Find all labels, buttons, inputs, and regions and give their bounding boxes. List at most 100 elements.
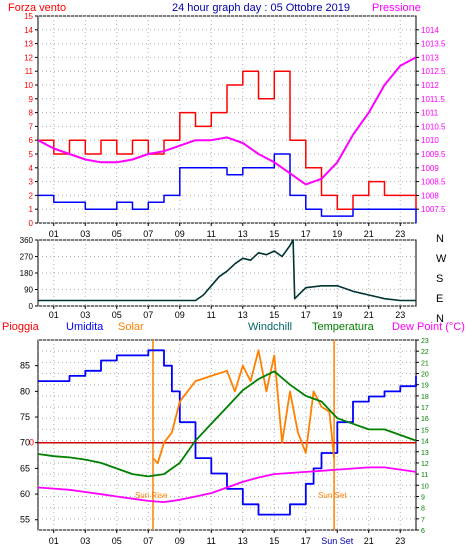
pressure-tick-label: 1012 <box>421 81 439 90</box>
x-tick-label: 07 <box>143 310 153 320</box>
pressure-tick-label: 1013 <box>421 53 439 62</box>
x-tick-label: 23 <box>395 536 405 546</box>
series-line-4 <box>37 466 417 504</box>
wind-direction-grid <box>38 239 416 307</box>
series-line-2 <box>152 349 335 465</box>
sun-marker-label: Sun Set <box>318 491 347 500</box>
temperature-humidity-panel: Sun Rise Sun Set 55 60 65 70 75 80 85 6 7 8 9 10 11 12… <box>20 338 429 546</box>
pressure-tick-label: 1014 <box>421 26 439 35</box>
compass-label: N <box>436 313 444 325</box>
x-tick-label: 23 <box>395 310 405 320</box>
direction-tick-label: 180 <box>20 269 34 278</box>
x-tick-label: Sun Set <box>321 536 354 546</box>
legend-entry: Umidita <box>66 321 104 333</box>
x-tick-label: 05 <box>112 229 122 239</box>
temperature-tick-label: 10 <box>421 483 429 490</box>
x-tick-label: 01 <box>49 310 59 320</box>
temperature-humidity-axes: 55 60 65 70 75 80 85 6 7 8 9 10 11 12 13 14 15 16 17 18 19 20… <box>20 338 429 546</box>
x-tick-label: 05 <box>112 310 122 320</box>
x-tick-label: 15 <box>269 536 279 546</box>
x-tick-label: 15 <box>269 229 279 239</box>
temperature-humidity-series: Sun Rise Sun Set <box>37 340 417 530</box>
x-tick-label: 23 <box>395 229 405 239</box>
temperature-tick-label: 20 <box>421 372 429 379</box>
x-tick-label: 07 <box>143 536 153 546</box>
humidity-tick-label: 65 <box>20 463 30 473</box>
temperature-tick-label: 14 <box>421 439 429 446</box>
compass-label: N <box>436 233 444 245</box>
wind-tick-label: 13 <box>24 40 33 49</box>
compass-label: W <box>436 253 447 265</box>
x-tick-label: 01 <box>49 229 59 239</box>
series-line-1 <box>38 153 417 223</box>
humidity-tick-label: 75 <box>20 412 30 422</box>
wind-tick-label: 2 <box>29 191 34 200</box>
series-line-0 <box>38 70 417 210</box>
pressure-tick-label: 1009 <box>421 164 439 173</box>
direction-tick-label: 270 <box>20 253 34 262</box>
wind-tick-label: 11 <box>25 67 34 76</box>
x-tick-label: 19 <box>332 229 342 239</box>
x-tick-label: 03 <box>80 536 90 546</box>
x-tick-label: 09 <box>175 229 185 239</box>
series-line-1 <box>38 349 417 516</box>
temperature-tick-label: 13 <box>421 450 429 457</box>
chart-title: 24 hour graph day : 05 Ottobre 2019 <box>172 2 350 14</box>
temperature-tick-label: 17 <box>421 405 429 412</box>
temperature-tick-label: 15 <box>421 427 429 434</box>
x-tick-label: 17 <box>301 310 311 320</box>
temperature-tick-label: 9 <box>421 494 425 501</box>
temperature-tick-label: 7 <box>421 517 425 524</box>
x-tick-label: 11 <box>207 310 216 320</box>
x-tick-label: 21 <box>364 310 374 320</box>
x-tick-label: 09 <box>175 536 185 546</box>
direction-tick-label: 0 <box>29 302 34 311</box>
x-tick-label: 17 <box>301 536 311 546</box>
temperature-tick-label: 11 <box>421 472 428 479</box>
wind-tick-label: 12 <box>24 53 33 62</box>
pressure-tick-label: 1007.5 <box>421 205 446 214</box>
rain-zero-label: 0 <box>29 438 34 448</box>
legend-entry: Windchill <box>248 321 292 333</box>
temperature-tick-label: 19 <box>421 383 429 390</box>
x-tick-label: 19 <box>332 310 342 320</box>
temperature-tick-label: 8 <box>421 506 425 513</box>
direction-tick-label: 90 <box>24 286 33 295</box>
pressure-tick-label: 1011.5 <box>421 95 445 104</box>
wind-tick-label: 7 <box>29 122 34 131</box>
x-tick-label: 15 <box>269 310 279 320</box>
x-tick-label: 13 <box>238 536 248 546</box>
wind-axis-title: Forza vento <box>8 2 66 14</box>
compass-label: S <box>436 273 443 285</box>
x-tick-label: 03 <box>80 229 90 239</box>
humidity-tick-label: 55 <box>20 515 30 525</box>
humidity-tick-label: 80 <box>20 386 30 396</box>
wind-tick-label: 9 <box>29 95 34 104</box>
x-tick-label: 03 <box>80 310 90 320</box>
wind-tick-label: 0 <box>29 219 34 228</box>
wind-direction-frame <box>37 239 417 307</box>
legend-entry: Solar <box>118 321 144 333</box>
wind-pressure-series <box>37 56 417 223</box>
legend-entry: Pioggia <box>2 321 40 333</box>
temperature-tick-label: 21 <box>421 360 429 367</box>
direction-tick-label: 360 <box>20 236 34 245</box>
humidity-tick-label: 85 <box>20 361 30 371</box>
wind-pressure-axes: 01234567891011121314151007.510081008.510… <box>24 12 446 239</box>
x-tick-label: 13 <box>238 229 248 239</box>
temperature-humidity-frame <box>37 339 417 531</box>
wind-tick-label: 14 <box>24 26 33 35</box>
x-tick-label: 13 <box>238 310 248 320</box>
wind-tick-label: 10 <box>24 81 33 90</box>
legend-entry: Temperatura <box>312 321 375 333</box>
x-tick-label: 21 <box>364 536 374 546</box>
pressure-tick-label: 1008 <box>421 191 439 200</box>
wind-tick-label: 15 <box>24 12 33 21</box>
x-tick-label: 07 <box>143 229 153 239</box>
wind-direction-line-0 <box>38 239 416 302</box>
x-tick-label: 11 <box>207 536 216 546</box>
pressure-tick-label: 1013.5 <box>421 40 446 49</box>
